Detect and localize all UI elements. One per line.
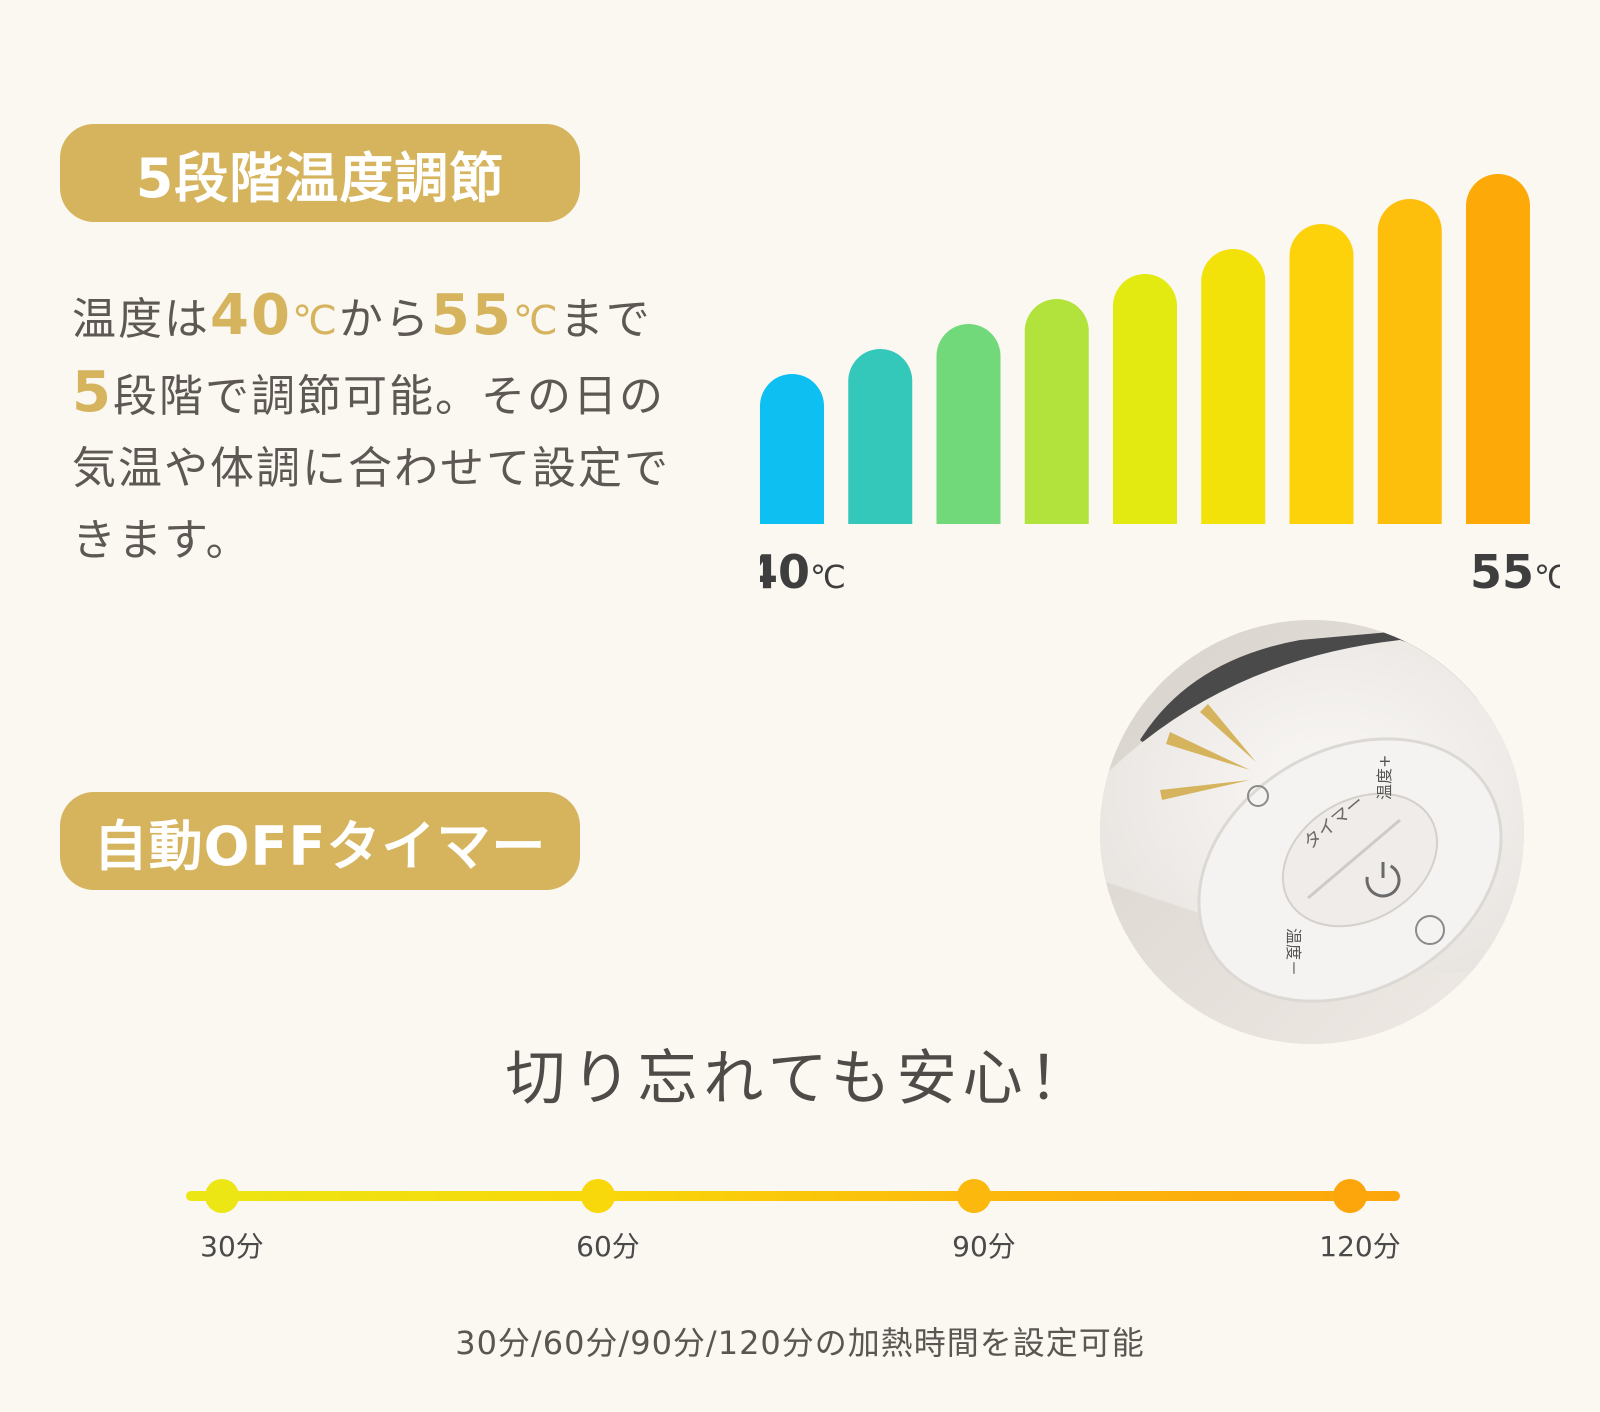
desc-text-4: 段階で調節可能。その日の気温や体調に合わせて設定できます。 [72, 371, 670, 566]
desc-text-2: から [338, 294, 431, 345]
desc-min-temp: 40 [210, 283, 292, 348]
timeline-track [186, 1191, 1400, 1201]
desc-text-1: 温度は [72, 294, 210, 345]
timeline-dot-2 [581, 1179, 615, 1213]
timeline-dot-1 [205, 1179, 239, 1213]
temperature-bar-2 [848, 349, 913, 524]
fan-icon [1415, 915, 1445, 945]
desc-unit-1: ℃ [291, 298, 339, 344]
temperature-description: 温度は40℃から55℃まで 5段階で調節可能。その日の気温や体調に合わせて設定でき… [72, 280, 672, 577]
timeline-label-4: 120分 [1319, 1230, 1400, 1263]
temperature-bar-4 [1024, 299, 1089, 524]
temperature-bar-9 [1466, 174, 1530, 524]
section-title-temperature-text: 5段階温度調節 [135, 146, 505, 210]
timeline-label-3: 90分 [952, 1230, 1016, 1263]
tagline: 切り忘れても安心！ [505, 1044, 1095, 1114]
timeline-label-2: 60分 [576, 1230, 640, 1263]
power-icon [1365, 862, 1401, 898]
temperature-bar-5 [1113, 274, 1177, 524]
temperature-bar-7 [1289, 224, 1354, 524]
bars-min-label: 40℃ [760, 545, 846, 599]
section-title-temperature: 5段階温度調節 [60, 124, 580, 222]
temperature-bar-6 [1201, 249, 1266, 524]
timer-highlight-rays [1160, 704, 1256, 800]
timeline-dot-4 [1333, 1179, 1367, 1213]
temperature-bar-3 [936, 324, 1001, 524]
timeline-dot-3 [957, 1179, 991, 1213]
timer-icon [1247, 785, 1269, 807]
desc-max-temp: 55 [430, 283, 513, 348]
temperature-bar-8 [1377, 199, 1442, 524]
desc-unit-2: ℃ [512, 298, 560, 344]
bars-max-label: 55℃ [1470, 545, 1560, 599]
section-title-timer-text: 自動OFFタイマー [93, 814, 547, 878]
temperature-level-bars: 40℃ 55℃ [760, 174, 1560, 599]
desc-text-3: まで [559, 294, 652, 345]
timeline-label-1: 30分 [200, 1230, 264, 1263]
remote-control-photo: タイマー 温度+ 温度－ [1100, 620, 1524, 1044]
remote-temp-plus-label: 温度+ [1375, 755, 1394, 800]
desc-levels: 5 [72, 360, 113, 425]
temperature-bar-1 [760, 374, 824, 524]
timer-timeline: 30分 60分 90分 120分 [186, 1179, 1401, 1263]
remote-temp-minus-label: 温度－ [1284, 928, 1303, 976]
timer-footnote: 30分/60分/90分/120分の加熱時間を設定可能 [455, 1324, 1145, 1362]
section-title-timer: 自動OFFタイマー [60, 792, 580, 890]
